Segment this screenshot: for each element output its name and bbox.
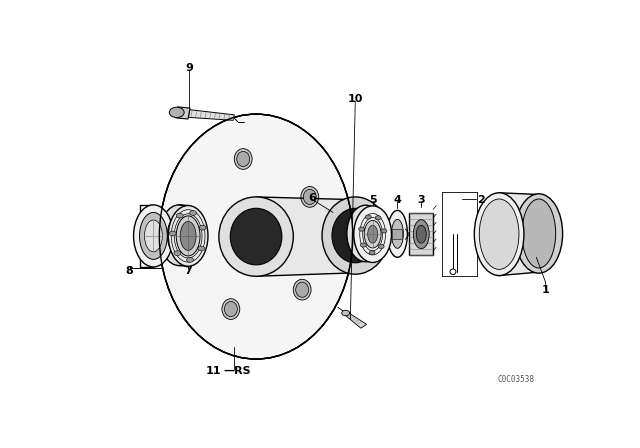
Ellipse shape (378, 245, 384, 249)
Polygon shape (344, 312, 367, 328)
Ellipse shape (301, 186, 319, 207)
Ellipse shape (176, 216, 200, 256)
Text: 7: 7 (184, 266, 192, 276)
Ellipse shape (189, 211, 196, 215)
Ellipse shape (347, 205, 385, 262)
Ellipse shape (186, 218, 204, 239)
Ellipse shape (365, 215, 371, 219)
Ellipse shape (159, 205, 199, 266)
Ellipse shape (169, 107, 184, 117)
Polygon shape (410, 214, 433, 255)
Ellipse shape (515, 194, 563, 273)
Ellipse shape (388, 211, 408, 257)
Text: 2: 2 (477, 195, 484, 205)
Ellipse shape (230, 208, 282, 265)
Text: —RS: —RS (224, 366, 252, 376)
Ellipse shape (522, 199, 556, 268)
Text: 9: 9 (185, 63, 193, 73)
Ellipse shape (375, 216, 381, 220)
Ellipse shape (198, 246, 205, 251)
Ellipse shape (354, 214, 378, 253)
Ellipse shape (392, 220, 403, 248)
Ellipse shape (159, 114, 353, 359)
Ellipse shape (416, 225, 426, 243)
Ellipse shape (176, 213, 183, 218)
Text: 4: 4 (394, 195, 401, 205)
Polygon shape (365, 205, 372, 263)
Ellipse shape (225, 302, 237, 317)
Text: 6: 6 (308, 193, 316, 203)
Ellipse shape (293, 280, 311, 300)
Text: 8: 8 (125, 266, 134, 276)
Ellipse shape (237, 151, 250, 167)
Ellipse shape (145, 220, 163, 252)
Ellipse shape (234, 149, 252, 169)
Ellipse shape (342, 310, 349, 316)
Ellipse shape (170, 231, 176, 236)
Polygon shape (188, 110, 234, 121)
Text: 11: 11 (206, 366, 221, 376)
Ellipse shape (367, 225, 378, 243)
Ellipse shape (188, 221, 201, 236)
Ellipse shape (303, 190, 316, 204)
Ellipse shape (369, 251, 375, 255)
Text: 1: 1 (541, 285, 549, 295)
Polygon shape (392, 228, 403, 239)
Text: 3: 3 (417, 195, 425, 205)
Ellipse shape (479, 199, 519, 269)
Polygon shape (176, 107, 190, 119)
Ellipse shape (222, 299, 240, 319)
Ellipse shape (174, 251, 181, 256)
Ellipse shape (381, 229, 387, 233)
Polygon shape (256, 197, 355, 276)
Text: C0C03538: C0C03538 (498, 375, 535, 384)
Ellipse shape (199, 225, 206, 230)
Ellipse shape (332, 208, 379, 263)
Ellipse shape (180, 221, 196, 250)
Ellipse shape (360, 243, 366, 247)
Ellipse shape (354, 206, 392, 263)
Ellipse shape (474, 193, 524, 276)
Polygon shape (499, 193, 539, 276)
Ellipse shape (167, 215, 191, 255)
Ellipse shape (134, 205, 173, 267)
Ellipse shape (364, 220, 381, 248)
Ellipse shape (358, 227, 365, 231)
Text: 5: 5 (369, 195, 376, 205)
Ellipse shape (219, 197, 293, 276)
Ellipse shape (187, 258, 193, 262)
Text: 10: 10 (348, 94, 363, 103)
Ellipse shape (168, 206, 208, 266)
Ellipse shape (322, 197, 388, 274)
Ellipse shape (413, 220, 429, 249)
Ellipse shape (140, 212, 167, 259)
Ellipse shape (296, 282, 308, 297)
